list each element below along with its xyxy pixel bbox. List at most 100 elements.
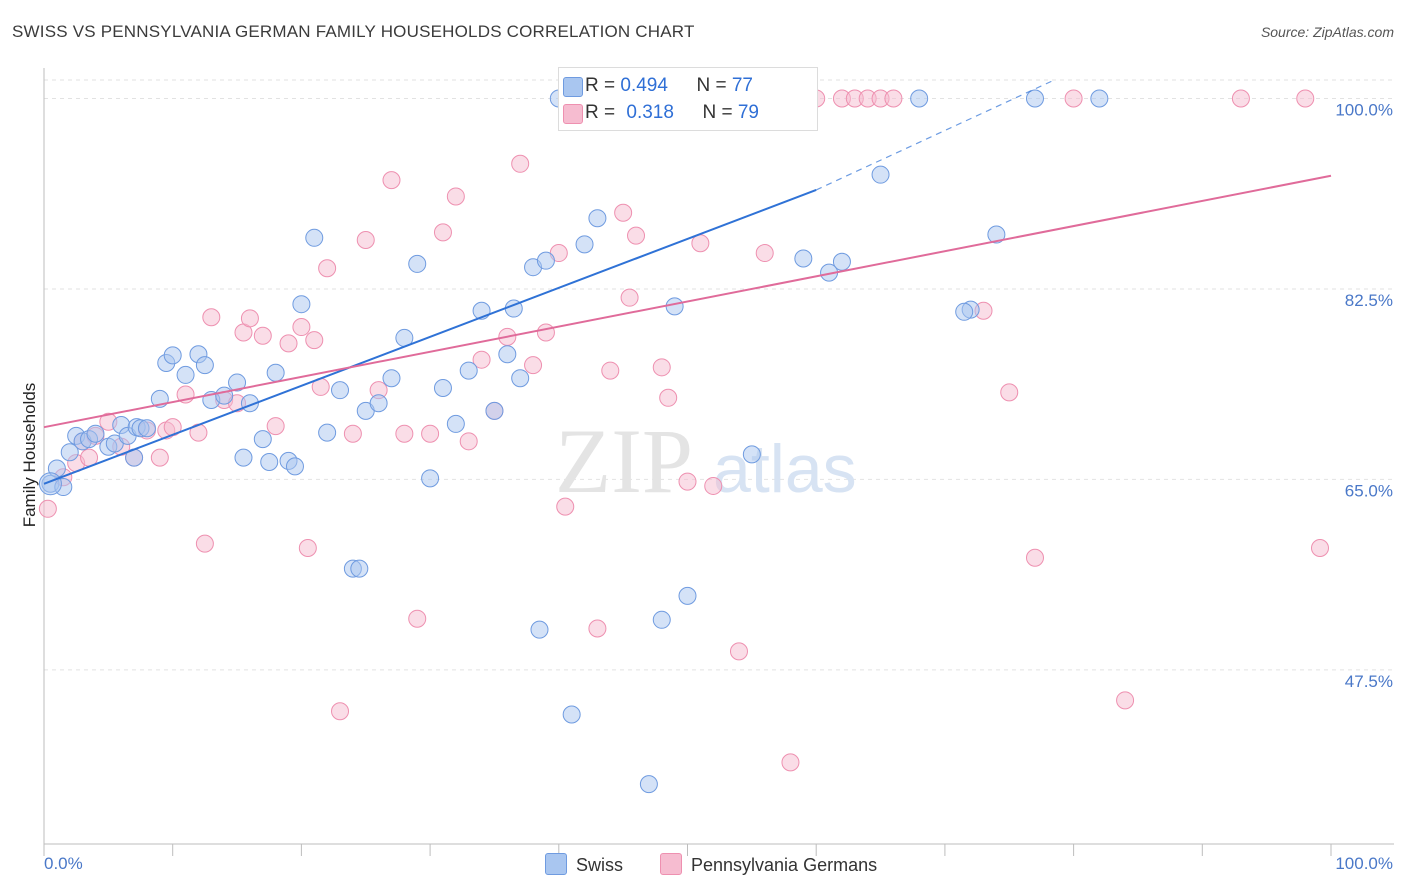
pa-german-point (620, 288, 639, 307)
swiss-point (639, 775, 658, 794)
pa-german-point (614, 203, 633, 222)
swiss-point (446, 414, 465, 433)
trend-lines (43, 79, 1332, 485)
pa-german-point (305, 331, 324, 350)
pa-german-point (1025, 548, 1044, 567)
swiss-point (228, 373, 247, 392)
swiss-point (485, 401, 504, 420)
legend-label-swiss: Swiss (576, 855, 624, 875)
pa-german-point (459, 432, 478, 451)
swiss-point (1090, 89, 1109, 108)
swiss-point (305, 228, 324, 247)
pa-german-point (253, 326, 272, 345)
swiss-trend-line (43, 188, 817, 485)
swiss-point (433, 378, 452, 397)
pa-german-point (266, 417, 285, 436)
swiss-point (665, 297, 684, 316)
swiss-point (871, 165, 890, 184)
swiss-point (331, 381, 350, 400)
y-tick-label: 100.0% (1335, 101, 1393, 120)
swiss-point (176, 365, 195, 384)
swiss-point (215, 386, 234, 405)
x-tick-label: 0.0% (44, 854, 83, 873)
swiss-point (60, 443, 79, 462)
swiss-point (1025, 89, 1044, 108)
pa-german-point (382, 171, 401, 190)
stats-legend: R = 0.494 N = 77 R = 0.318 N = 79 (558, 67, 818, 131)
pa-german-point (1000, 383, 1019, 402)
pa-german-point (195, 534, 214, 553)
swiss-point (234, 448, 253, 467)
swiss-point (575, 235, 594, 254)
legend-label-pa: Pennsylvania Germans (691, 855, 878, 875)
y-axis-label: Family Households (20, 383, 39, 528)
swiss-point (382, 369, 401, 388)
swiss-point (562, 705, 581, 724)
swiss-point (910, 89, 929, 108)
swiss-point (794, 249, 813, 268)
legend-row-swiss: R = 0.494 N = 77 (563, 73, 753, 99)
legend-r-value: 0.318 (626, 102, 674, 123)
pa-german-point (884, 89, 903, 108)
bottom-legend-swiss: Swiss (545, 853, 623, 876)
pa-german-point (1064, 89, 1083, 108)
pa-german-point (1231, 89, 1250, 108)
chart-source: Source: ZipAtlas.com (1260, 24, 1394, 40)
y-tick-label: 47.5% (1345, 672, 1393, 691)
pa-german-point (588, 619, 607, 638)
pa-german-point (659, 388, 678, 407)
swiss-point (318, 423, 337, 442)
bottom-legend-pa: Pennsylvania Germans (660, 853, 877, 876)
grid-lines (44, 79, 1394, 671)
swiss-point (498, 345, 517, 364)
pa-german-point (279, 334, 298, 353)
pa-german-point (678, 472, 697, 491)
swiss-point (530, 620, 549, 639)
swiss-point (459, 361, 478, 380)
pa-german-point (318, 259, 337, 278)
pa-german-point (524, 356, 543, 375)
legend-swatch-pa (660, 853, 682, 875)
swiss-point (511, 369, 530, 388)
pa-german-point (536, 323, 555, 342)
legend-swatch-pa (563, 104, 583, 124)
swiss-point (86, 424, 105, 443)
swiss-point (38, 472, 62, 496)
pa-german-point (150, 448, 169, 467)
pa-german-point (202, 308, 221, 327)
swiss-point (588, 209, 607, 228)
swiss-point (652, 610, 671, 629)
legend-r-value: 0.494 (620, 75, 668, 96)
watermark-atlas: atlas (713, 431, 857, 507)
legend-n-value: 77 (731, 75, 753, 96)
swiss-point (253, 430, 272, 449)
pa-german-point (511, 154, 530, 173)
y-tick-label: 82.5% (1345, 291, 1393, 310)
y-tick-label: 65.0% (1345, 481, 1393, 500)
pa-german-point (1296, 89, 1315, 108)
swiss-point (266, 363, 285, 382)
pa-german-point (240, 309, 259, 328)
swiss-point (955, 302, 974, 321)
pa-german-point (1116, 691, 1135, 710)
pa-german-point (408, 609, 427, 628)
swiss-point (350, 559, 369, 578)
pa-german-point (781, 753, 800, 772)
legend-n-value: 79 (737, 102, 759, 123)
pa-german-point (356, 230, 375, 249)
pa-german-point (704, 476, 723, 495)
legend-row-pa: R = 0.318 N = 79 (563, 100, 759, 126)
pa-german-point (1311, 538, 1329, 557)
tick-labels: 47.5% 65.0% 82.5% 100.0% 0.0% 100.0% (44, 101, 1393, 873)
swiss-point (421, 469, 440, 488)
legend-swatch-swiss (563, 77, 583, 97)
swiss-point (742, 445, 761, 464)
pa-german-point (38, 499, 57, 518)
pa-german-point (433, 223, 452, 242)
legend-r-label: R = (585, 75, 621, 96)
pa-german-point (627, 226, 646, 245)
swiss-point (678, 586, 697, 605)
swiss-point (408, 254, 427, 273)
pa-german-point (343, 424, 362, 443)
pa-german-point (601, 361, 620, 380)
